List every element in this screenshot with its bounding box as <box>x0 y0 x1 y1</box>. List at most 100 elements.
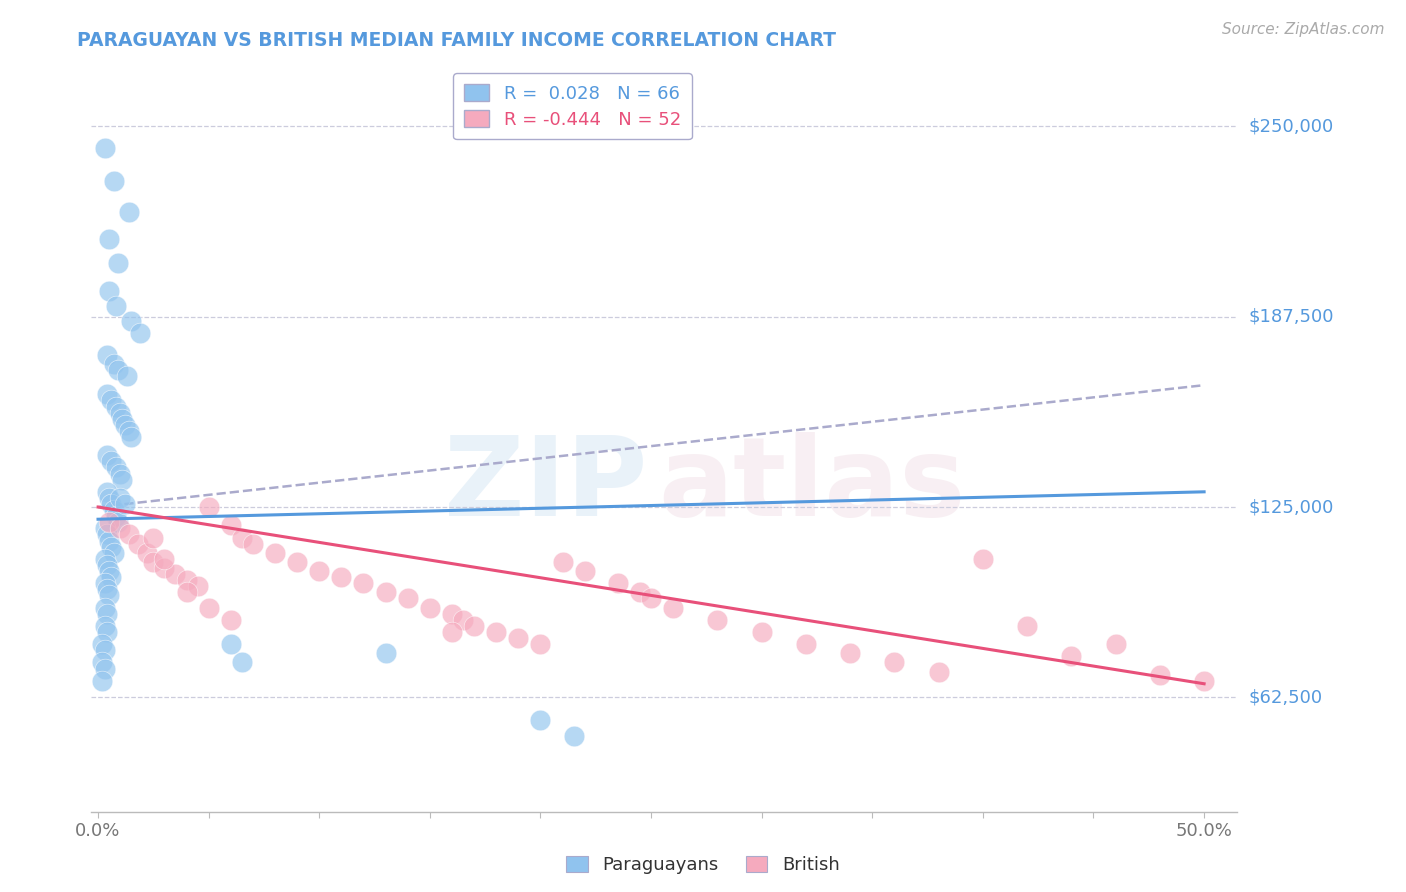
Point <box>153 561 176 575</box>
Point <box>104 299 127 313</box>
Point <box>118 204 141 219</box>
Point <box>551 555 574 569</box>
Point <box>187 579 209 593</box>
Point <box>231 656 253 670</box>
Point <box>100 540 122 554</box>
Point <box>606 576 628 591</box>
Point <box>127 536 149 550</box>
Text: $250,000: $250,000 <box>1249 117 1333 136</box>
Point <box>353 576 375 591</box>
Point <box>93 552 115 566</box>
Point <box>839 646 862 660</box>
Point <box>396 591 419 606</box>
Point <box>120 430 142 444</box>
Point <box>114 417 136 432</box>
Point <box>107 516 129 530</box>
Point <box>440 607 463 621</box>
Point <box>100 570 122 584</box>
Point <box>100 497 122 511</box>
Point <box>104 509 127 524</box>
Point <box>1104 637 1126 651</box>
Point <box>98 533 121 548</box>
Point <box>419 600 441 615</box>
Point <box>96 527 118 541</box>
Text: $187,500: $187,500 <box>1249 308 1334 326</box>
Point <box>374 646 396 660</box>
Point <box>96 582 118 597</box>
Point <box>928 665 950 679</box>
Point <box>628 585 651 599</box>
Point <box>98 284 121 298</box>
Point <box>118 424 141 438</box>
Point <box>93 521 115 535</box>
Point <box>219 637 242 651</box>
Point <box>142 531 165 545</box>
Point <box>135 546 157 560</box>
Point <box>103 357 125 371</box>
Point <box>96 558 118 572</box>
Point <box>98 588 121 602</box>
Point <box>118 527 141 541</box>
Point <box>330 570 353 584</box>
Point <box>176 573 198 587</box>
Point <box>91 637 114 651</box>
Point <box>574 564 596 578</box>
Point <box>93 643 115 657</box>
Point <box>96 624 118 639</box>
Point <box>104 460 127 475</box>
Point <box>100 393 122 408</box>
Point <box>98 516 121 530</box>
Point <box>1060 649 1083 664</box>
Point <box>96 607 118 621</box>
Point <box>103 503 125 517</box>
Text: $125,000: $125,000 <box>1249 498 1334 516</box>
Point <box>142 555 165 569</box>
Point <box>197 500 219 514</box>
Point <box>706 613 728 627</box>
Point <box>93 576 115 591</box>
Point <box>98 564 121 578</box>
Text: atlas: atlas <box>658 433 966 540</box>
Point <box>562 729 585 743</box>
Point <box>451 613 474 627</box>
Legend: Paraguayans, British: Paraguayans, British <box>557 847 849 883</box>
Point <box>440 624 463 639</box>
Point <box>1017 619 1039 633</box>
Point <box>96 348 118 362</box>
Point <box>93 619 115 633</box>
Point <box>165 567 187 582</box>
Point <box>883 656 905 670</box>
Point <box>1192 673 1215 688</box>
Point <box>98 491 121 505</box>
Point <box>529 714 551 728</box>
Point <box>176 585 198 599</box>
Point <box>153 552 176 566</box>
Point <box>93 661 115 675</box>
Point <box>485 624 508 639</box>
Point <box>242 536 264 550</box>
Point <box>111 473 134 487</box>
Point <box>96 484 118 499</box>
Text: PARAGUAYAN VS BRITISH MEDIAN FAMILY INCOME CORRELATION CHART: PARAGUAYAN VS BRITISH MEDIAN FAMILY INCO… <box>77 31 837 50</box>
Point <box>98 232 121 246</box>
Point <box>308 564 330 578</box>
Point <box>231 531 253 545</box>
Point <box>508 631 530 645</box>
Point <box>219 518 242 533</box>
Point <box>108 467 131 481</box>
Point <box>100 454 122 468</box>
Point <box>91 656 114 670</box>
Point <box>264 546 287 560</box>
Point <box>96 387 118 401</box>
Point <box>103 174 125 188</box>
Point <box>374 585 396 599</box>
Point <box>120 314 142 328</box>
Point <box>529 637 551 651</box>
Point <box>751 624 773 639</box>
Point <box>129 326 152 341</box>
Point <box>107 256 129 270</box>
Point <box>285 555 308 569</box>
Text: $62,500: $62,500 <box>1249 689 1323 706</box>
Point <box>111 411 134 425</box>
Point <box>463 619 485 633</box>
